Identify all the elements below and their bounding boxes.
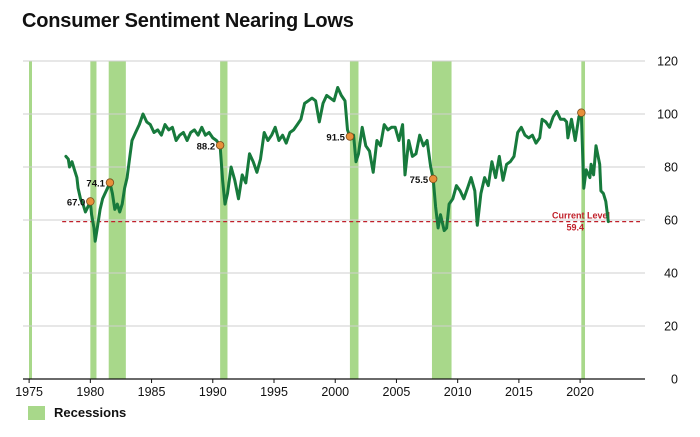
highlight-point <box>345 132 355 141</box>
y-tick-label: 80 <box>664 161 678 175</box>
x-tick-label: 2000 <box>321 385 349 399</box>
y-tick-label: 60 <box>664 214 678 228</box>
highlight-point <box>86 197 95 206</box>
highlight-point-label: 75.5 <box>410 175 429 186</box>
x-tick-label: 2005 <box>383 385 411 399</box>
x-tick-label: 2015 <box>505 385 533 399</box>
legend: Recessions <box>28 405 126 420</box>
highlight-point <box>577 108 586 117</box>
x-tick-label: 1985 <box>138 385 166 399</box>
y-tick-label: 20 <box>664 320 678 334</box>
highlight-point-label: 74.1 <box>86 179 105 190</box>
y-tick-label: 40 <box>664 267 678 281</box>
x-tick-label: 1980 <box>76 385 104 399</box>
y-tick-label: 0 <box>671 373 678 387</box>
current-level-label: Current Level <box>552 211 610 221</box>
axes: 1975 1980 1985 1990 1995 2000 2005 2010 2015 2020… <box>15 55 678 400</box>
gridlines <box>23 60 645 327</box>
current-level-value: 59.4 <box>566 223 584 233</box>
highlight-point-label: 67.0 <box>67 197 86 208</box>
y-tick-label: 120 <box>657 55 678 69</box>
x-tick-label: 1990 <box>199 385 227 399</box>
y-tick-label: 100 <box>657 108 678 122</box>
highlight-markers: 67.074.1 88.2 91.5 75.5 <box>67 108 586 208</box>
series-group <box>64 86 610 243</box>
highlight-point-label: 88.2 <box>197 141 216 152</box>
legend-label: Recessions <box>54 405 127 420</box>
highlight-point <box>428 174 438 184</box>
reference-line-group: Current Level 59.4 <box>62 211 640 233</box>
legend-recession-swatch <box>28 405 45 420</box>
x-tick-label: 1995 <box>260 385 288 399</box>
x-tick-label: 1975 <box>15 385 43 399</box>
series-line <box>64 86 610 243</box>
x-tick-label: 2010 <box>444 385 472 399</box>
x-tick-label: 2020 <box>566 385 594 399</box>
highlight-point <box>215 141 225 150</box>
highlight-point-label: 91.5 <box>326 133 345 144</box>
highlight-point <box>105 178 115 187</box>
chart-title: Consumer Sentiment Nearing Lows <box>22 10 354 32</box>
